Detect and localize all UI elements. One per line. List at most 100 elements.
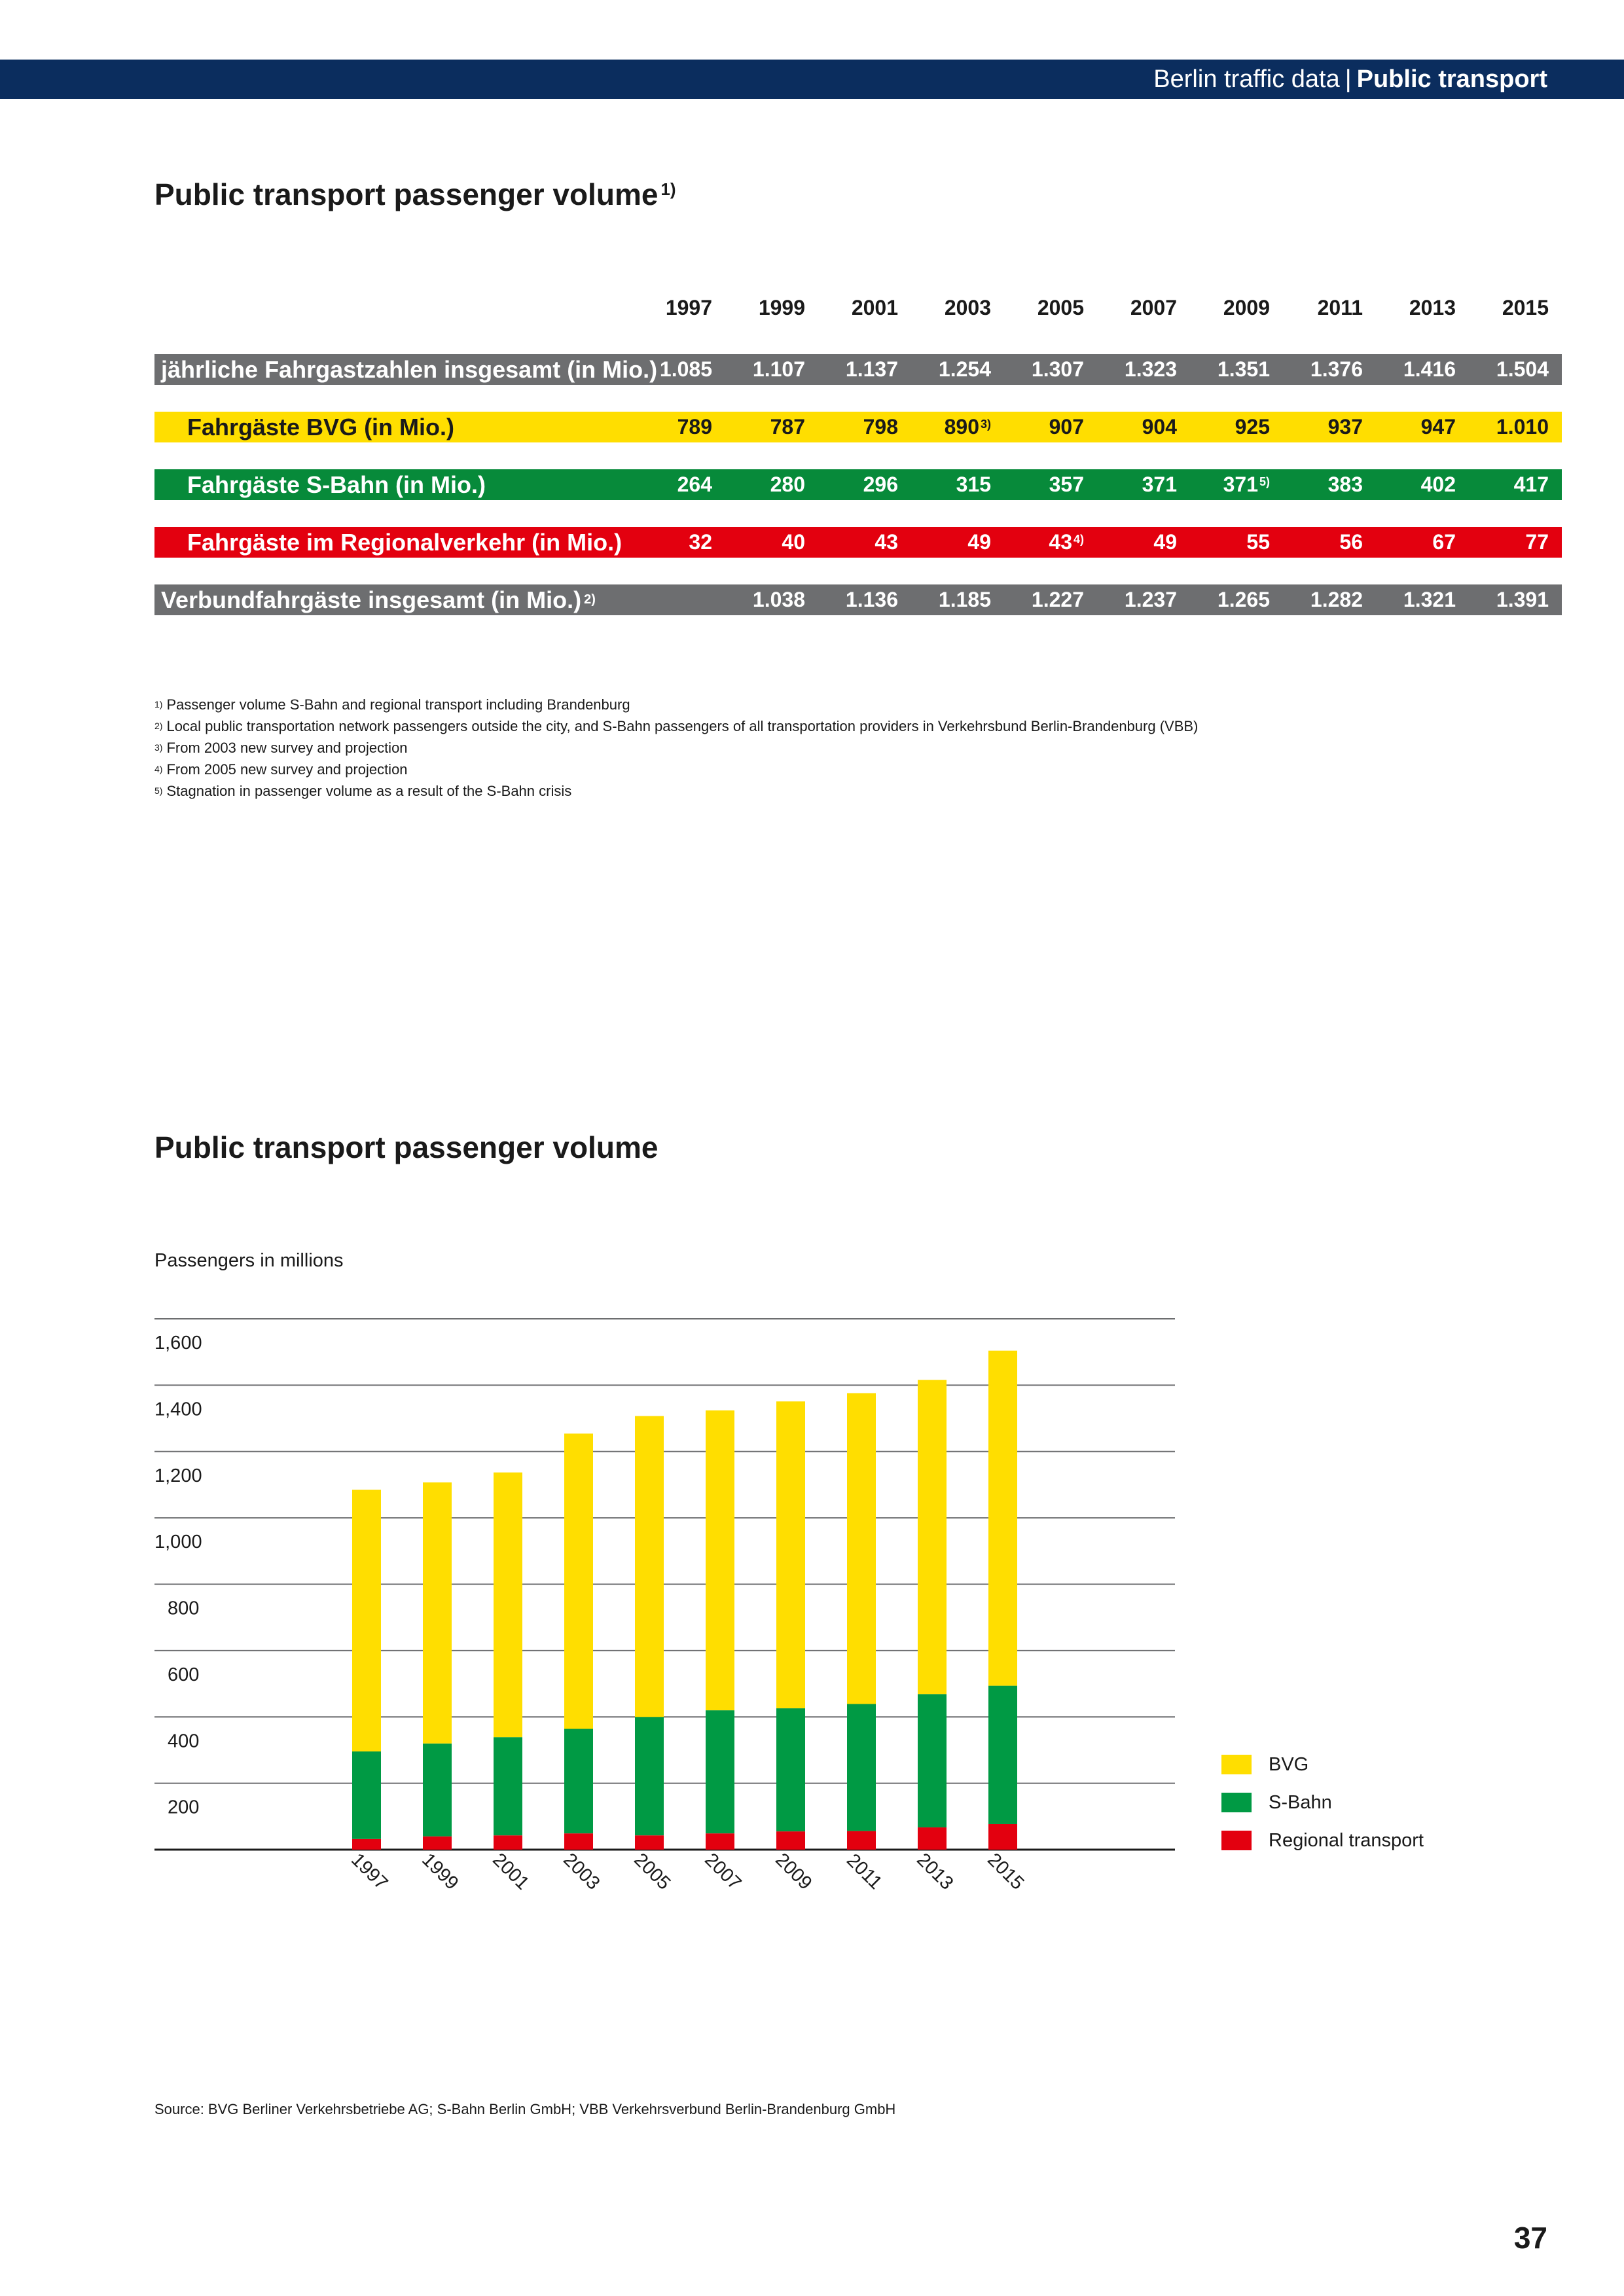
cell-value: 1.185 xyxy=(938,588,991,611)
year-header: 2001 xyxy=(851,296,898,319)
bar-segment-regional-transport xyxy=(494,1835,522,1850)
table-cell: 1.237 xyxy=(1084,584,1177,615)
footnote: 3) From 2003 new survey and projection xyxy=(154,737,1198,759)
row-label-footnote: 2) xyxy=(584,592,596,607)
row-label-text: Fahrgäste im Regionalverkehr (in Mio.) xyxy=(187,529,623,556)
table-title-text: Public transport passenger volume xyxy=(154,177,659,211)
table-cell: 1.307 xyxy=(991,354,1084,385)
bar-segment-s-bahn xyxy=(847,1704,876,1831)
x-tick-label: 2005 xyxy=(630,1850,674,1894)
y-tick-label: 200 xyxy=(168,1797,199,1818)
year-header: 2011 xyxy=(1317,296,1363,319)
cell-value: 1.504 xyxy=(1496,357,1549,381)
table-cell: 383 xyxy=(1270,469,1363,500)
cell-value: 49 xyxy=(1153,530,1177,554)
bar-segment-s-bahn xyxy=(494,1737,522,1836)
legend-swatch xyxy=(1221,1831,1252,1850)
table-cell: 357 xyxy=(991,469,1084,500)
table-cell: 1.265 xyxy=(1177,584,1270,615)
table-cell: 1.323 xyxy=(1084,354,1177,385)
bar-segment-s-bahn xyxy=(423,1743,452,1837)
row-label: Fahrgäste BVG (in Mio.) xyxy=(187,412,454,442)
table-cell: 1.010 xyxy=(1456,412,1549,442)
table-cell: 417 xyxy=(1456,469,1549,500)
y-tick-label: 1,400 xyxy=(154,1399,202,1420)
table-cell: 32 xyxy=(619,527,712,558)
footnotes: 1) Passenger volume S-Bahn and regional t… xyxy=(154,694,1198,802)
legend-swatch xyxy=(1221,1793,1252,1812)
cell-value: 1.137 xyxy=(845,357,898,381)
footnote-mark: 4) xyxy=(154,764,163,774)
table-cell: 55 xyxy=(1177,527,1270,558)
row-label: Fahrgäste S-Bahn (in Mio.) xyxy=(187,469,486,500)
table-cell: 1.376 xyxy=(1270,354,1363,385)
table-cell: 1.107 xyxy=(712,354,805,385)
bar-segment-s-bahn xyxy=(564,1729,593,1834)
cell-value: 1.227 xyxy=(1031,588,1084,611)
bar-segment-regional-transport xyxy=(988,1823,1017,1850)
table-row: Verbundfahrgäste insgesamt (in Mio.) 2) 1.… xyxy=(154,584,1562,615)
year-header: 1997 xyxy=(665,296,712,319)
row-label-text: Fahrgäste S-Bahn (in Mio.) xyxy=(187,471,486,498)
bar-segment-s-bahn xyxy=(918,1694,947,1828)
table-cell: 280 xyxy=(712,469,805,500)
source-note: Source: BVG Berliner Verkehrsbetriebe AG… xyxy=(154,2101,896,2117)
table-cell: 1.185 xyxy=(898,584,991,615)
y-tick-label: 400 xyxy=(168,1731,199,1751)
row-label-text: jährliche Fahrgastzahlen insgesamt (in M… xyxy=(161,356,658,383)
bar-segment-bvg xyxy=(988,1350,1017,1686)
bar-segment-bvg xyxy=(352,1490,381,1751)
cell-value: 1.085 xyxy=(659,357,712,381)
cell-value: 49 xyxy=(967,530,991,554)
cell-value: 56 xyxy=(1339,530,1363,554)
table-header-row: 1997 1999 2001 2003 2005 2007 2009 2011 2013 2015 xyxy=(154,288,1562,327)
cell-value: 1.254 xyxy=(938,357,991,381)
footnote-mark: 3) xyxy=(154,742,163,753)
x-tick-label: 1997 xyxy=(347,1850,391,1894)
x-tick-label: 2003 xyxy=(559,1850,604,1894)
table-cell: 264 xyxy=(619,469,712,500)
cell-value: 77 xyxy=(1525,530,1549,554)
cell-value: 789 xyxy=(677,415,712,439)
table-row: Fahrgäste im Regionalverkehr (in Mio.) 32… xyxy=(154,527,1562,558)
legend-label: Regional transport xyxy=(1269,1830,1424,1851)
table-cell: 1.504 xyxy=(1456,354,1549,385)
table-cell: 890 3) xyxy=(898,412,991,442)
x-tick-label: 2007 xyxy=(700,1850,745,1894)
table-cell: 904 xyxy=(1084,412,1177,442)
cell-value: 1.107 xyxy=(752,357,805,381)
cell-value: 383 xyxy=(1327,473,1363,496)
cell-value: 904 xyxy=(1142,415,1177,439)
cell-value: 1.321 xyxy=(1403,588,1456,611)
legend-swatch xyxy=(1221,1755,1252,1774)
cell-value: 43 xyxy=(875,530,898,554)
table-cell: 402 xyxy=(1363,469,1456,500)
bar-segment-bvg xyxy=(564,1433,593,1729)
footnote-text: Local public transportation network pass… xyxy=(166,718,1199,734)
x-tick-label: 1999 xyxy=(418,1850,462,1894)
footnote: 2) Local public transportation network pa… xyxy=(154,715,1198,737)
table-cell: 787 xyxy=(712,412,805,442)
table-cell: 1.391 xyxy=(1456,584,1549,615)
cell-value: 925 xyxy=(1235,415,1270,439)
table-title: Public transport passenger volume 1) xyxy=(154,177,676,212)
footnote-text: From 2003 new survey and projection xyxy=(166,740,408,756)
bar-segment-bvg xyxy=(776,1401,805,1709)
cell-footnote: 3) xyxy=(980,418,991,431)
cell-value: 907 xyxy=(1049,415,1084,439)
bar-segment-bvg xyxy=(847,1393,876,1704)
bar-segment-s-bahn xyxy=(776,1708,805,1832)
row-label-text: Fahrgäste BVG (in Mio.) xyxy=(187,414,455,440)
y-tick-label: 1,000 xyxy=(154,1532,202,1552)
year-header: 2007 xyxy=(1130,296,1177,319)
cell-value: 1.265 xyxy=(1217,588,1270,611)
table-cell: 1.038 xyxy=(712,584,805,615)
bar-segment-regional-transport xyxy=(847,1831,876,1850)
year-header: 2009 xyxy=(1223,296,1270,319)
cell-value: 264 xyxy=(677,473,712,496)
bar-segment-regional-transport xyxy=(564,1833,593,1850)
table-cell: 1.136 xyxy=(805,584,898,615)
table-cell: 1.254 xyxy=(898,354,991,385)
footnote: 4) From 2005 new survey and projection xyxy=(154,759,1198,780)
footnote: 5) Stagnation in passenger volume as a re… xyxy=(154,780,1198,802)
